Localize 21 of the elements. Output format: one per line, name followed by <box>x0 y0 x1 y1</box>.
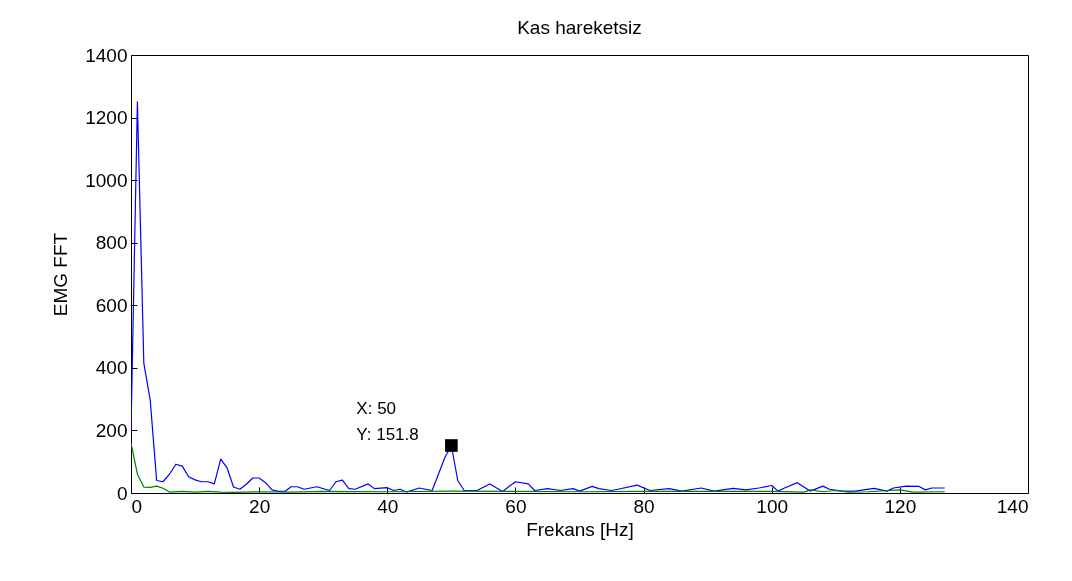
annotation: X: 50 Y: 151.8 <box>356 398 419 444</box>
y-tick-label: 1000 <box>85 169 128 191</box>
x-tick-label: 0 <box>131 495 143 517</box>
x-tick-label: 140 <box>996 495 1029 517</box>
y-tick-label: 400 <box>95 357 128 379</box>
x-tick-label: 20 <box>249 495 271 517</box>
x-tick-label: 60 <box>505 495 527 517</box>
x-tick-label: 100 <box>756 495 789 517</box>
x-tick-label: 120 <box>884 495 917 517</box>
x-tick-label: 40 <box>377 495 399 517</box>
y-tick-label: 600 <box>95 294 128 316</box>
line-series <box>131 442 946 493</box>
y-tick-label: 200 <box>95 419 128 441</box>
x-axis-title: Frekans [Hz] <box>526 518 634 540</box>
line-series <box>131 101 946 493</box>
y-axis-title: EMG FFT <box>50 232 72 317</box>
y-tick-label: 1400 <box>85 44 128 66</box>
x-tick-label: 80 <box>633 495 655 517</box>
chart-title: Kas hareketsiz <box>517 17 642 38</box>
y-tick-label: 800 <box>95 232 128 254</box>
y-tick-label: 1200 <box>85 107 128 129</box>
